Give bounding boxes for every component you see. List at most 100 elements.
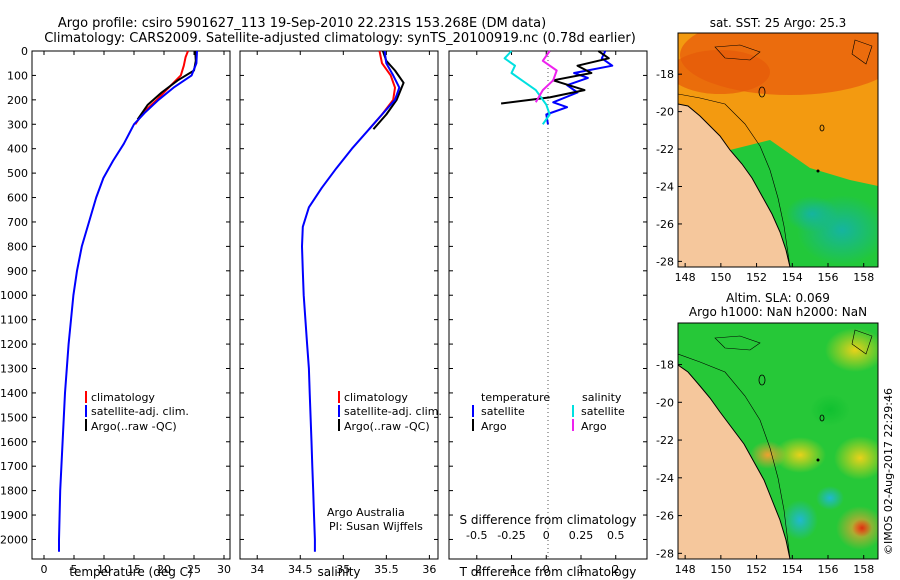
x-tick-label: 25: [187, 563, 201, 576]
y-tick-label: 200: [7, 94, 28, 107]
legend-label-s-satellite: satellite: [581, 405, 625, 418]
header-line-2: Climatology: CARS2009. Satellite-adjuste…: [44, 31, 636, 46]
sst-shelf-contour: [678, 93, 791, 267]
sla-map-title: Altim. SLA: 0.069: [726, 291, 830, 305]
map-y-tick-label: -28: [656, 547, 674, 560]
legend-label-climatology: climatology: [91, 391, 155, 404]
map-y-tick-label: -22: [656, 434, 674, 447]
map-y-tick-label: -26: [656, 510, 674, 523]
legend-label-t-satellite: satellite: [481, 405, 525, 418]
map-x-tick-label: 156: [818, 271, 839, 284]
sst-map-title: sat. SST: 25 Argo: 25.3: [710, 16, 847, 30]
y-tick-label: 600: [7, 192, 28, 205]
map-x-tick-label: 152: [746, 563, 767, 576]
legend-label-argo: Argo(..raw -QC): [344, 420, 430, 433]
sla-anomaly: [750, 441, 786, 469]
x-tick-label: 34: [250, 563, 264, 576]
map-y-tick-label: -20: [656, 396, 674, 409]
sla-anomaly: [852, 519, 872, 537]
salinity-series: [301, 50, 405, 552]
x-tick-label-top: 0.25: [569, 529, 594, 542]
sla-reef-contour: [714, 335, 761, 351]
sla-map-ticks: 148 150 152 154 156 158 -18 -20 -22 -24 -26 -28: [656, 359, 874, 576]
x-tick-label: 2: [612, 563, 619, 576]
y-tick-label: 1100: [0, 314, 28, 327]
sst-teal-water: [786, 196, 838, 232]
x-tick-label: 34.5: [288, 563, 313, 576]
y-tick-label: 100: [7, 69, 28, 82]
difference-series: [500, 50, 614, 125]
y-tick-label: 1400: [0, 387, 28, 400]
sla-island: [819, 414, 825, 422]
difference-xlabel: T difference from climatology: [459, 565, 637, 579]
sst-map: [678, 33, 878, 267]
y-tick-label: 0: [21, 45, 28, 58]
sla-reef-contour: [851, 329, 873, 355]
legend-title-salinity: salinity: [582, 391, 622, 404]
map-y-tick-label: -18: [656, 68, 674, 81]
map-x-tick-label: 158: [853, 563, 874, 576]
y-tick-label: 1500: [0, 411, 28, 424]
difference-legend: temperature satellite Argo salinity sate…: [472, 391, 625, 433]
sst-map-ticks: 148 150 152 154 156 158 -18 -20 -22 -24 -26 -28: [656, 68, 874, 284]
sst-land: [678, 104, 790, 267]
map-x-tick-label: 154: [782, 563, 803, 576]
sla-anomaly: [782, 500, 818, 540]
map-y-tick-label: -28: [656, 255, 674, 268]
legend-label-s-argo: Argo: [581, 420, 607, 433]
legend-label-argo: Argo(..raw -QC): [91, 420, 177, 433]
y-tick-label: 300: [7, 118, 28, 131]
sst-argo-location: [816, 169, 820, 173]
x-tick-label-top: -0.25: [497, 529, 525, 542]
legend-label-climatology: climatology: [344, 391, 408, 404]
map-x-tick-label: 148: [675, 563, 696, 576]
x-tick-label: 20: [157, 563, 171, 576]
series-line-satellite-adj-clim-: [301, 50, 401, 552]
x-tick-label: 0: [543, 563, 550, 576]
sla-anomaly: [774, 437, 826, 473]
sst-island: [819, 124, 825, 132]
y-tick-label: 1600: [0, 436, 28, 449]
y-tick-label: 1000: [0, 289, 28, 302]
sst-island: [758, 86, 766, 98]
map-y-tick-label: -26: [656, 218, 674, 231]
map-y-tick-label: -24: [656, 472, 674, 485]
y-tick-label: 700: [7, 216, 28, 229]
map-x-tick-label: 158: [853, 271, 874, 284]
y-tick-label: 1900: [0, 509, 28, 522]
imos-credit: ©IMOS 02-Aug-2017 22:29:46: [882, 388, 895, 555]
series-line-t-argo: [500, 50, 610, 105]
y-tick-label: 500: [7, 167, 28, 180]
y-tick-label: 1300: [0, 363, 28, 376]
series-line-s-satellite: [503, 50, 551, 125]
legend-label-satellite: satellite-adj. clim.: [344, 405, 442, 418]
map-y-tick-label: -22: [656, 143, 674, 156]
sla-argo-location: [816, 458, 820, 462]
temperature-legend: climatology satellite-adj. clim. Argo(..…: [85, 391, 189, 433]
x-tick-label: 1: [578, 563, 585, 576]
x-tick-label: 30: [217, 563, 231, 576]
sla-anomaly: [825, 328, 878, 372]
sla-map-subtitle: Argo h1000: NaN h2000: NaN: [689, 305, 867, 319]
sst-reef-contour: [714, 44, 761, 61]
map-x-tick-label: 150: [710, 271, 731, 284]
sla-anomaly: [816, 486, 844, 510]
y-tick-label: 1800: [0, 485, 28, 498]
institution-label: Argo Australia: [327, 506, 405, 519]
temperature-axes: 0100200300400500600700800900100011001200…: [0, 45, 231, 576]
sla-map-frame: [677, 322, 879, 560]
x-tick-label-top: 0: [543, 529, 550, 542]
sla-land: [678, 365, 790, 559]
series-line-climatology: [368, 50, 396, 130]
y-tick-label: 1700: [0, 460, 28, 473]
series-line-s-argo: [534, 50, 558, 103]
sst-coastline: [678, 103, 791, 267]
x-tick-label: 5: [71, 563, 78, 576]
pi-label: PI: Susan Wijffels: [329, 520, 423, 533]
map-y-tick-label: -18: [656, 359, 674, 372]
sla-anomaly: [834, 436, 878, 480]
map-y-tick-label: -24: [656, 181, 674, 194]
map-x-tick-label: 150: [710, 563, 731, 576]
sla-anomaly: [810, 394, 850, 426]
